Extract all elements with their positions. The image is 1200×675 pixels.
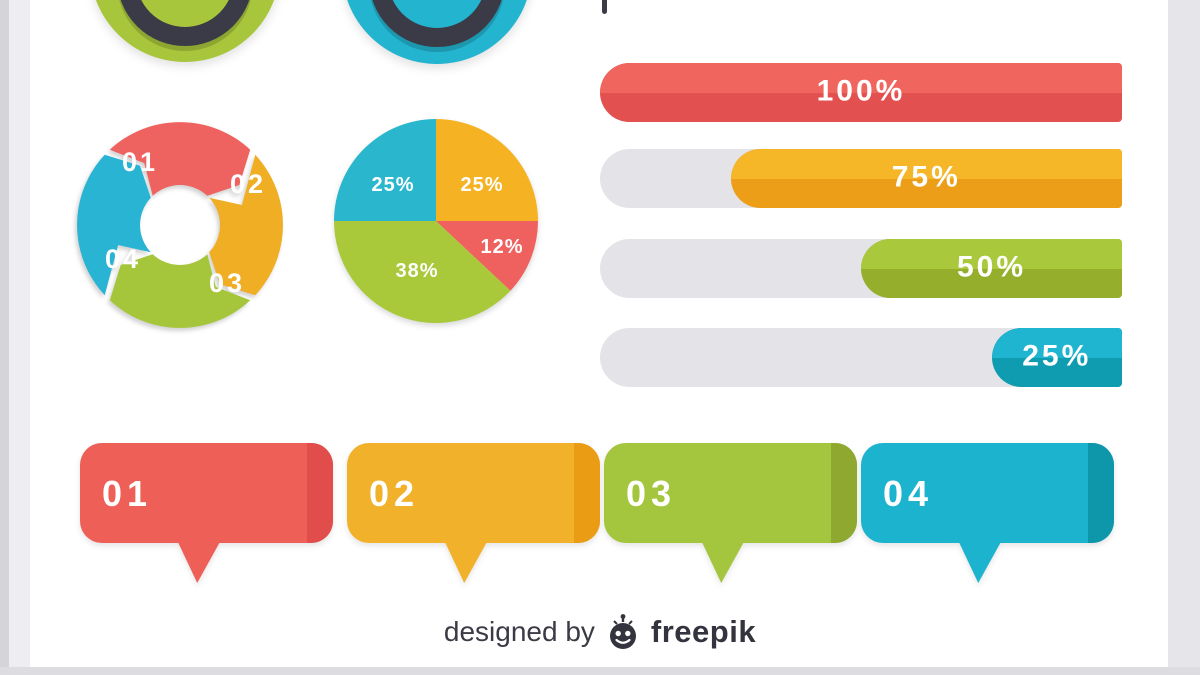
progress-fill-50: 50% <box>861 239 1122 298</box>
bubble-01-tail <box>177 542 220 583</box>
cycle-step3-label: 03 <box>209 268 245 298</box>
progress-label-25: 25% <box>1022 339 1092 373</box>
credit-text: designed by <box>443 616 595 647</box>
pie-slice-red-12 <box>436 221 538 291</box>
progress-fill-highlight <box>600 63 1122 93</box>
bubble-03-edge <box>831 443 857 543</box>
bubble-01-edge <box>307 443 333 543</box>
progress-fill-75: 75% <box>730 149 1122 208</box>
bubble-04-tail <box>958 542 1001 583</box>
bubble-02: 02 <box>347 443 600 583</box>
cycle-step2-label: 02 <box>230 169 266 199</box>
progress-fill-25: 25% <box>991 328 1122 387</box>
bubble-03-label: 03 <box>626 473 677 514</box>
gauge-circle-green <box>90 0 280 62</box>
cycle-step4-label: 04 <box>105 244 141 274</box>
progress-bar-50: 50% <box>600 239 1122 298</box>
progress-bar-25: 25% <box>600 328 1122 387</box>
progress-bar-100: 100% <box>600 63 1122 122</box>
progress-fill-highlight <box>861 239 1122 269</box>
bubble-01: 01 <box>80 443 333 583</box>
bubble-03: 03 <box>604 443 857 583</box>
bubble-01-label: 01 <box>102 473 153 514</box>
gauge-ring-teal <box>369 0 505 47</box>
bubble-02-tail <box>444 542 487 583</box>
progress-label-100: 100% <box>816 74 906 108</box>
progress-bars: 100% 75% 50% 25% <box>600 63 1122 388</box>
pie-label-yellow: 25% <box>460 174 503 196</box>
progress-fill-highlight <box>991 328 1122 358</box>
bubble-04-label: 04 <box>883 473 934 514</box>
cycle-arrow-step4 <box>77 154 151 296</box>
progress-bar-75: 75% <box>600 149 1122 208</box>
pie-slice-teal-25 <box>334 119 436 221</box>
progress-fill-100: 100% <box>600 63 1122 122</box>
cycle-step1-label: 01 <box>122 147 158 177</box>
freepik-logo-icon <box>609 614 636 649</box>
pie-slice-yellow-25 <box>436 119 538 221</box>
bubble-02-edge <box>574 443 600 543</box>
pie-slice-green-38 <box>334 221 511 324</box>
pie-label-teal: 25% <box>371 174 414 196</box>
bubble-03-tail <box>701 542 744 583</box>
gauge-ring-green <box>117 0 253 46</box>
progress-label-50: 50% <box>956 250 1027 284</box>
page-right-margin <box>1168 0 1200 675</box>
page-bottom-margin <box>0 667 1200 675</box>
cycle-arrows-diagram: 01 02 03 04 <box>77 122 283 328</box>
brand-text: freepik <box>650 614 757 649</box>
attribution: designed by freepik <box>0 612 1200 652</box>
progress-label-75: 75% <box>891 160 961 194</box>
cycle-arrow-step1 <box>109 122 251 196</box>
cycle-arrow-step3 <box>109 254 251 328</box>
bubble-04: 04 <box>861 443 1114 583</box>
pie-label-red: 12% <box>480 236 523 258</box>
bubble-04-edge <box>1088 443 1114 543</box>
bubble-02-label: 02 <box>369 473 420 514</box>
page-left-margin <box>9 0 30 675</box>
bubble-banners: 01 02 03 04 <box>0 443 1200 588</box>
cutoff-marker-stem <box>602 0 607 14</box>
pie-chart: 25% 12% 38% 25% <box>334 119 538 324</box>
page-left-edge <box>0 0 9 675</box>
progress-fill-highlight <box>730 149 1122 179</box>
pie-label-green: 38% <box>395 260 438 282</box>
cycle-arrow-step2 <box>209 154 283 296</box>
